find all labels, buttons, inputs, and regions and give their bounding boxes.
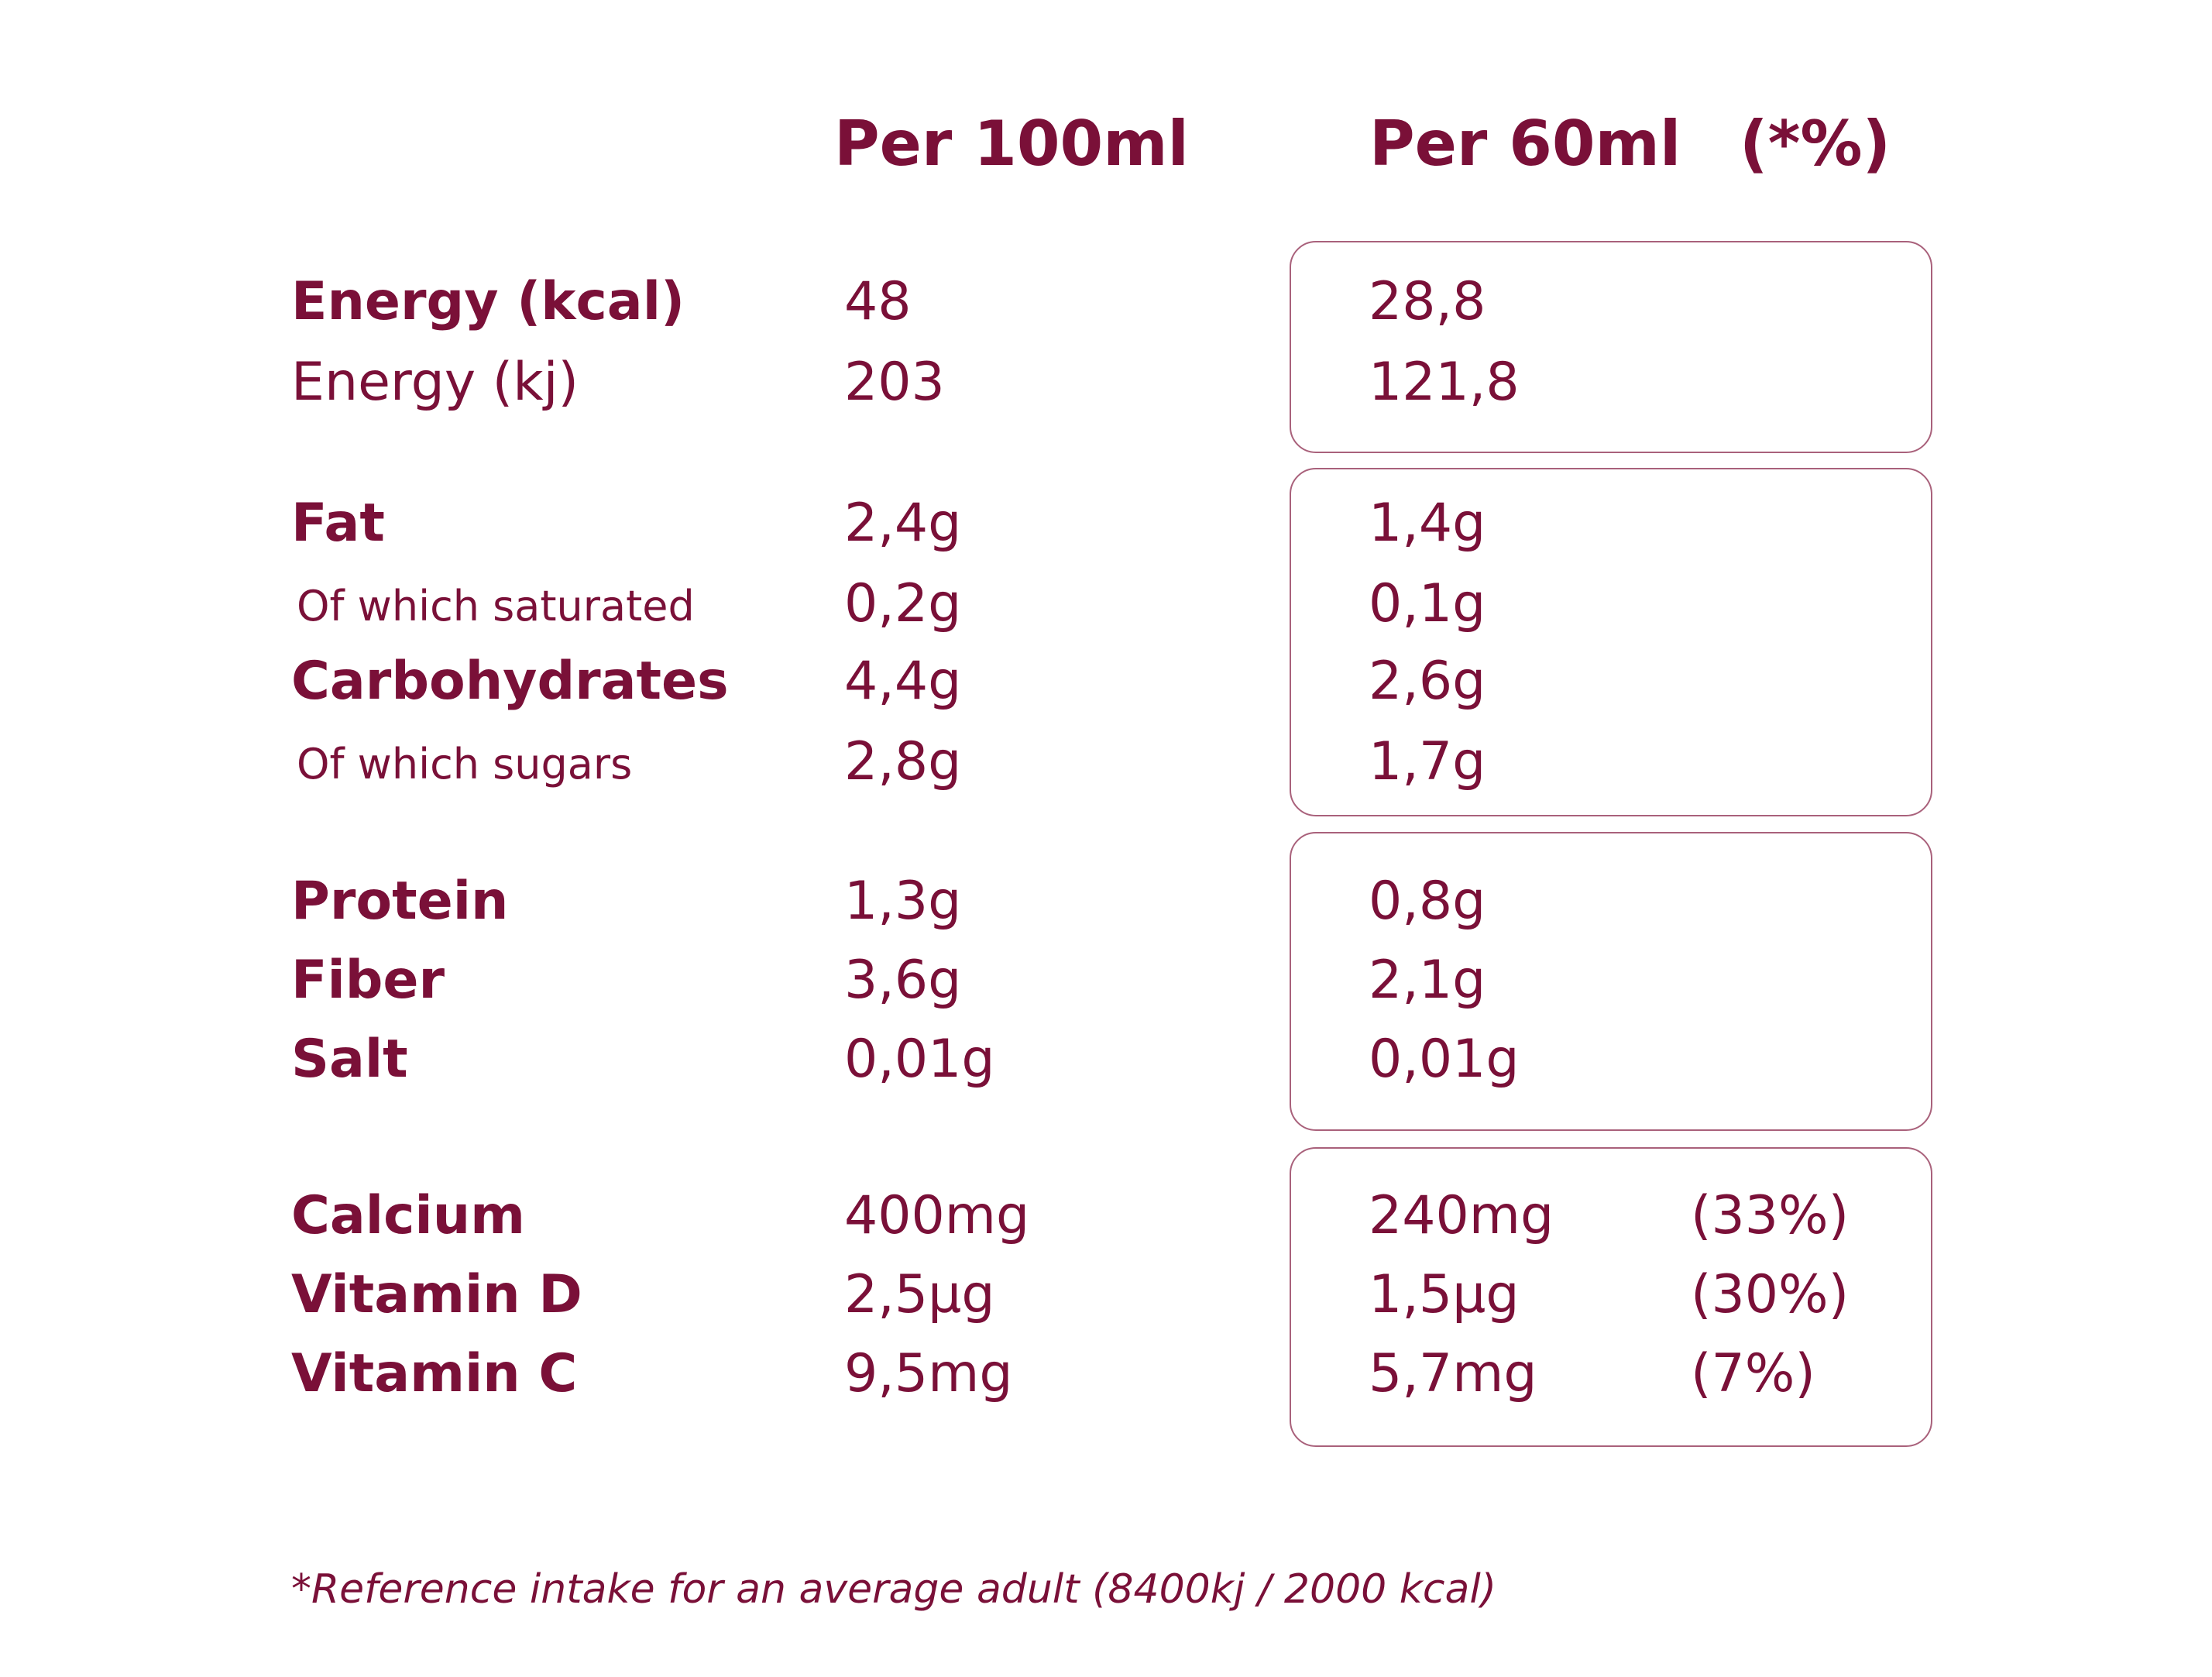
header-reference-intake: (*%) bbox=[1740, 108, 1891, 180]
header-per-60ml: Per 60ml bbox=[1369, 108, 1681, 180]
row-label-carbohydrates: Carbohydrates bbox=[291, 651, 729, 712]
row-label-calcium: Calcium bbox=[291, 1185, 525, 1246]
value-per100-salt: 0,01g bbox=[844, 1029, 995, 1090]
row-label-protein: Protein bbox=[291, 871, 509, 932]
row-label-vitamin-c: Vitamin C bbox=[291, 1343, 578, 1404]
row-label-saturated: Of which saturated bbox=[297, 582, 695, 631]
value-per60-salt: 0,01g bbox=[1369, 1029, 1520, 1090]
value-per60-protein: 0,8g bbox=[1369, 871, 1486, 932]
value-per60-fat: 1,4g bbox=[1369, 493, 1486, 554]
value-per100-fiber: 3,6g bbox=[844, 950, 962, 1011]
value-per100-energy-kj: 203 bbox=[844, 352, 945, 413]
value-per100-vitamin-c: 9,5mg bbox=[844, 1343, 1013, 1404]
value-per60-sugars: 1,7g bbox=[1369, 731, 1486, 792]
value-per100-calcium: 400mg bbox=[844, 1185, 1030, 1246]
value-per60-energy-kcal: 28,8 bbox=[1369, 271, 1486, 332]
value-per60-saturated: 0,1g bbox=[1369, 573, 1486, 634]
row-label-fat: Fat bbox=[291, 493, 385, 554]
value-per60-vitamin-c: 5,7mg bbox=[1369, 1343, 1537, 1404]
row-label-energy-kj: Energy (kj) bbox=[291, 352, 579, 413]
value-per60-vitamin-d: 1,5µg bbox=[1369, 1264, 1520, 1325]
value-ri-vitamin-d: (30%) bbox=[1691, 1264, 1850, 1325]
micronutrient-group-box bbox=[1290, 1147, 1932, 1447]
row-label-sugars: Of which sugars bbox=[297, 740, 633, 789]
value-per60-energy-kj: 121,8 bbox=[1369, 352, 1520, 413]
row-label-vitamin-d: Vitamin D bbox=[291, 1264, 582, 1325]
row-label-energy-kcal: Energy (kcal) bbox=[291, 271, 685, 332]
footnote: *Reference intake for an average adult (… bbox=[291, 1566, 1497, 1613]
value-per60-fiber: 2,1g bbox=[1369, 950, 1486, 1011]
header-per-100ml: Per 100ml bbox=[834, 108, 1189, 180]
macros-group-box bbox=[1290, 468, 1932, 816]
value-ri-calcium: (33%) bbox=[1691, 1185, 1850, 1246]
value-per100-vitamin-d: 2,5µg bbox=[844, 1264, 995, 1325]
row-label-salt: Salt bbox=[291, 1029, 408, 1090]
value-per100-carbohydrates: 4,4g bbox=[844, 651, 962, 712]
value-per100-protein: 1,3g bbox=[844, 871, 962, 932]
row-label-fiber: Fiber bbox=[291, 950, 445, 1011]
protein-group-box bbox=[1290, 832, 1932, 1131]
value-per60-carbohydrates: 2,6g bbox=[1369, 651, 1486, 712]
value-per60-calcium: 240mg bbox=[1369, 1185, 1554, 1246]
value-per100-fat: 2,4g bbox=[844, 493, 962, 554]
value-per100-energy-kcal: 48 bbox=[844, 271, 912, 332]
energy-group-box bbox=[1290, 241, 1932, 453]
value-ri-vitamin-c: (7%) bbox=[1691, 1343, 1815, 1404]
value-per100-saturated: 0,2g bbox=[844, 573, 962, 634]
value-per100-sugars: 2,8g bbox=[844, 731, 962, 792]
